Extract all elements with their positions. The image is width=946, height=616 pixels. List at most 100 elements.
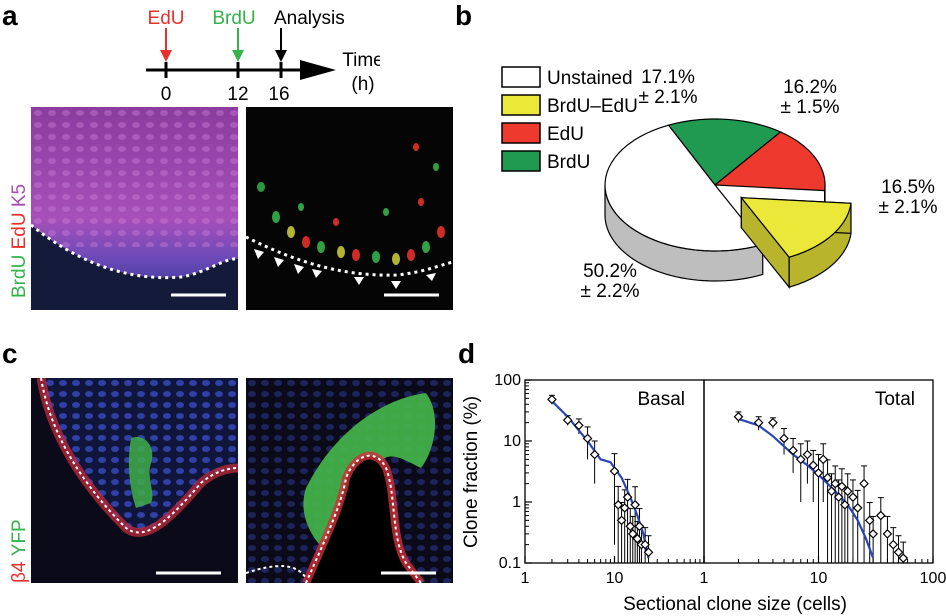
pie-error-unstained: ± 2.2% <box>580 281 639 302</box>
data-point <box>837 481 847 492</box>
data-point <box>788 445 798 456</box>
edu-arrow-head <box>160 50 172 62</box>
time-tick-label-16: 16 <box>268 84 289 105</box>
data-point <box>634 521 645 532</box>
yfp-clone <box>128 437 153 508</box>
y-tick-label: 0.1 <box>499 555 521 572</box>
legend-swatch-brdu-edu <box>501 94 541 116</box>
data-point <box>898 553 909 564</box>
plot-title-basal: Basal <box>637 389 685 410</box>
y-axis-label: Clone fraction (%) <box>461 396 482 548</box>
plot-marks <box>547 394 909 564</box>
timeline-diagram: EdU BrdU Analysis 0 12 16 Time (h) <box>146 8 380 105</box>
data-point <box>859 478 869 489</box>
panel-label-b: b <box>455 0 473 31</box>
pie-value-brdu: 17.1% <box>641 67 695 88</box>
legend-label-brdu: BrdU <box>547 152 590 173</box>
data-point <box>864 515 875 526</box>
y-tick-label: 100 <box>494 372 521 389</box>
pie-slice-unstained <box>604 124 764 282</box>
data-point <box>640 539 650 550</box>
pie-slice-brdu <box>667 118 782 186</box>
data-point <box>619 503 630 513</box>
data-point <box>868 529 878 539</box>
data-point <box>848 492 858 503</box>
plot-title-total: Total <box>875 389 915 410</box>
y-tick-label: 10 <box>503 433 521 450</box>
pie-error-brdu: ± 2.1% <box>638 87 697 108</box>
panel-c-stain-labels: β4 YFP <box>6 378 30 583</box>
stain-label-brdu: BrdU EdU K5 <box>9 184 30 298</box>
panel-a-stain-labels: BrdU EdU K5 <box>6 110 30 310</box>
data-point <box>622 492 633 503</box>
arrowhead-marker <box>391 281 401 289</box>
brdu-arrow-head <box>232 50 244 62</box>
data-point <box>589 449 600 460</box>
data-point <box>826 486 837 497</box>
micrograph-yfp-beta4-right <box>246 378 453 583</box>
brdu-label: BrdU <box>212 8 255 29</box>
data-point <box>627 529 638 539</box>
data-point <box>833 492 844 503</box>
data-point <box>768 417 778 428</box>
data-point <box>808 460 819 471</box>
legend-label-edu: EdU <box>547 124 584 145</box>
y-tick-label: 1 <box>512 494 521 511</box>
pie-legend: Unstained BrdU–EdU EdU BrdU <box>501 66 638 173</box>
data-point <box>609 466 620 477</box>
basement-membrane-line-4 <box>305 454 422 583</box>
data-point <box>616 515 627 526</box>
data-point <box>733 411 744 422</box>
arrowhead-marker <box>254 249 264 259</box>
data-point <box>893 547 904 558</box>
data-point <box>582 433 593 444</box>
data-point <box>625 521 636 532</box>
pie-slices <box>604 118 852 289</box>
time-axis-arrowhead <box>300 60 336 80</box>
pie-chart-panel: Unstained BrdU–EdU EdU BrdU 17.1% ± 2.1%… <box>501 66 938 302</box>
time-axis-label: Time <box>342 50 380 71</box>
data-point <box>818 454 829 465</box>
x-tick-label: 100 <box>920 570 946 587</box>
data-point <box>795 454 806 465</box>
micrograph-edu-brdu-nuclei <box>246 107 453 310</box>
arrowhead-marker <box>312 269 322 278</box>
data-point <box>613 499 624 510</box>
data-point <box>547 394 557 405</box>
data-point <box>562 415 573 425</box>
data-point <box>852 503 863 513</box>
data-point <box>802 449 813 460</box>
pie-error-brdu-edu: ± 2.1% <box>878 197 937 218</box>
arrowhead-marker <box>426 273 436 281</box>
data-point <box>822 472 833 483</box>
data-point <box>779 433 789 444</box>
x-tick-label: 1 <box>521 570 530 587</box>
pie-error-edu: ± 1.5% <box>780 97 839 118</box>
arrowhead-marker <box>354 277 364 285</box>
x-tick-label: 10 <box>810 570 828 587</box>
basement-membrane-line-2 <box>246 235 453 277</box>
panel-label-d: d <box>458 338 476 369</box>
legend-label-unstained: Unstained <box>547 68 633 89</box>
data-point <box>632 533 643 544</box>
data-point <box>840 499 850 510</box>
data-point <box>888 539 899 550</box>
pie-value-edu: 16.2% <box>783 77 837 98</box>
data-point <box>813 468 824 478</box>
basement-membrane-line <box>31 223 238 280</box>
panel-label-a: a <box>2 0 18 31</box>
time-axis-unit: (h) <box>351 74 374 95</box>
data-point <box>830 478 841 489</box>
analysis-arrow-head <box>275 50 287 62</box>
data-point <box>630 499 640 510</box>
analysis-label: Analysis <box>274 8 345 29</box>
arrowhead-marker <box>294 264 304 274</box>
panel-label-c: c <box>2 338 18 369</box>
stain-label-beta4-yfp: β4 YFP <box>9 519 30 583</box>
time-tick-label-12: 12 <box>227 84 248 105</box>
legend-swatch-unstained <box>501 66 541 88</box>
data-point <box>875 510 886 521</box>
pie-value-brdu-edu: 16.5% <box>881 177 935 198</box>
data-point <box>842 486 853 497</box>
